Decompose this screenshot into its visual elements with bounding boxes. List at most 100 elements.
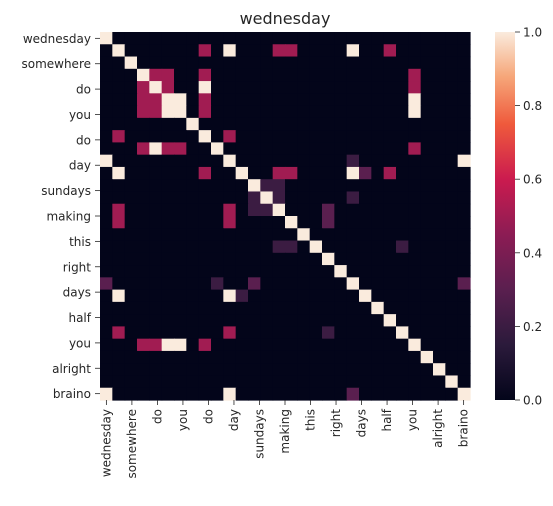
heatmap-cell	[309, 387, 323, 401]
heatmap-cell	[371, 130, 385, 143]
heatmap-cell	[396, 56, 409, 70]
heatmap-cell	[198, 166, 212, 180]
heatmap-cell	[309, 375, 323, 389]
heatmap-cell	[272, 363, 286, 377]
heatmap-cell	[235, 179, 249, 193]
heatmap-cell	[433, 166, 446, 180]
heatmap-cell	[211, 32, 224, 45]
heatmap-cell	[420, 56, 434, 70]
heatmap-cell	[174, 154, 187, 168]
heatmap-cell	[235, 68, 249, 82]
heatmap-cell	[285, 93, 298, 107]
heatmap-cell	[383, 301, 397, 315]
heatmap-cell	[322, 68, 335, 82]
heatmap-cell	[272, 203, 286, 217]
heatmap-cell	[420, 142, 434, 156]
heatmap-cell	[211, 301, 224, 315]
heatmap-cell	[297, 81, 311, 94]
heatmap-cell	[457, 265, 471, 278]
heatmap-cell	[272, 32, 286, 45]
heatmap-cell	[235, 93, 249, 107]
heatmap-cell	[359, 277, 372, 291]
heatmap-cell	[457, 338, 471, 352]
heatmap-cell	[149, 326, 163, 340]
heatmap-cell	[223, 265, 237, 278]
y-tick-label: this	[69, 235, 91, 249]
heatmap-cell	[124, 301, 138, 315]
x-tick-label: somewhere	[125, 409, 139, 479]
heatmap-cell	[174, 44, 187, 58]
heatmap-cell	[211, 289, 224, 303]
heatmap-cell	[100, 154, 113, 168]
heatmap-cell	[285, 338, 298, 352]
heatmap-cell	[124, 265, 138, 278]
heatmap-cell	[174, 203, 187, 217]
heatmap-cell	[272, 154, 286, 168]
heatmap-cell	[433, 32, 446, 45]
heatmap-cell	[322, 240, 335, 254]
heatmap-cell	[211, 93, 224, 107]
heatmap-cell	[334, 314, 348, 327]
heatmap-cell	[457, 375, 471, 389]
heatmap-cell	[174, 130, 187, 143]
heatmap-cell	[359, 216, 372, 229]
heatmap-cell	[420, 228, 434, 242]
heatmap-cell	[322, 326, 335, 340]
heatmap-cell	[198, 142, 212, 156]
heatmap-cell	[235, 387, 249, 401]
heatmap-cell	[346, 105, 360, 119]
heatmap-cell	[124, 44, 138, 58]
heatmap-cell	[297, 130, 311, 143]
heatmap-cell	[346, 130, 360, 143]
heatmap-cell	[322, 56, 335, 70]
heatmap-cell	[334, 338, 348, 352]
heatmap-cell	[211, 130, 224, 143]
heatmap-cell	[445, 240, 459, 254]
heatmap-cell	[457, 68, 471, 82]
heatmap-cell	[149, 81, 163, 94]
heatmap-cell	[149, 240, 163, 254]
heatmap-cell	[371, 277, 385, 291]
heatmap-cell	[322, 277, 335, 291]
heatmap-cell	[457, 314, 471, 327]
heatmap-cell	[272, 387, 286, 401]
heatmap-cell	[297, 179, 311, 193]
heatmap-cell	[223, 203, 237, 217]
heatmap-cell	[346, 301, 360, 315]
heatmap-cell	[285, 68, 298, 82]
heatmap-cell	[124, 363, 138, 377]
x-tick-label: you	[406, 409, 420, 431]
heatmap-cell	[445, 130, 459, 143]
heatmap-cell	[322, 314, 335, 327]
heatmap-cell	[433, 301, 446, 315]
heatmap-cell	[297, 350, 311, 364]
heatmap-cell	[408, 240, 422, 254]
heatmap-cell	[309, 154, 323, 168]
heatmap-cell	[433, 105, 446, 119]
heatmap-cell	[285, 216, 298, 229]
heatmap-cell	[211, 56, 224, 70]
heatmap-cell	[248, 191, 261, 205]
heatmap-cell	[223, 117, 237, 131]
colorbar-tick-label: 0.0	[523, 394, 542, 408]
heatmap-cell	[359, 130, 372, 143]
heatmap-cell	[309, 350, 323, 364]
heatmap-cell	[383, 154, 397, 168]
heatmap-cell	[260, 203, 274, 217]
heatmap-cell	[346, 350, 360, 364]
heatmap-cell	[371, 154, 385, 168]
heatmap-cell	[334, 240, 348, 254]
heatmap-cell	[396, 166, 409, 180]
heatmap-cell	[235, 81, 249, 94]
heatmap-cell	[371, 56, 385, 70]
heatmap-cell	[371, 252, 385, 266]
heatmap-cell	[371, 32, 385, 45]
heatmap-cell	[457, 142, 471, 156]
heatmap-cell	[457, 252, 471, 266]
heatmap-cell	[260, 32, 274, 45]
heatmap-cell	[186, 154, 200, 168]
heatmap-cell	[285, 191, 298, 205]
heatmap-cell	[396, 363, 409, 377]
heatmap-cell	[334, 81, 348, 94]
heatmap-cell	[445, 338, 459, 352]
